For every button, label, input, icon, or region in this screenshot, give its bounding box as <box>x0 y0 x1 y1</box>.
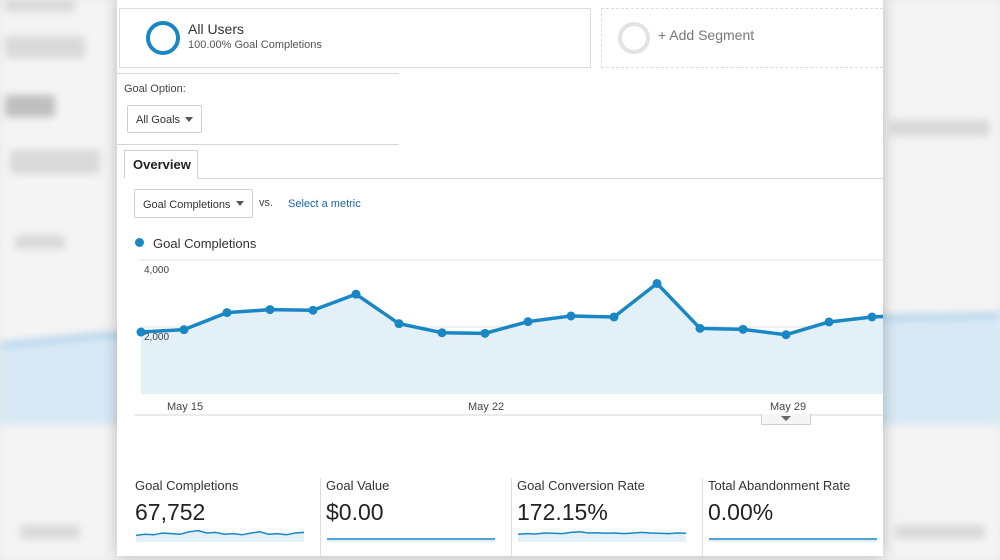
legend-label: Goal Completions <box>153 236 257 251</box>
divider <box>117 73 399 74</box>
x-tick-label: May 22 <box>468 401 504 413</box>
bg-block <box>5 0 75 12</box>
goal-option-label: Goal Option: <box>124 83 186 95</box>
scorecard-value: 0.00% <box>708 499 774 525</box>
card-divider <box>320 478 321 556</box>
x-tick-label: May 29 <box>770 401 806 413</box>
bg-block <box>5 36 85 58</box>
data-point[interactable] <box>652 278 662 288</box>
sparkline-area <box>518 531 686 542</box>
data-point[interactable] <box>738 324 748 334</box>
sparkline-area <box>136 530 304 542</box>
scorecard-value: 172.15% <box>517 499 608 525</box>
segment-name: All Users <box>188 21 245 37</box>
data-point[interactable] <box>308 305 318 315</box>
scorecard-goal-value[interactable]: Goal Value $0.00 <box>320 478 506 556</box>
segment-donut-icon <box>146 21 180 55</box>
data-point[interactable] <box>437 328 447 338</box>
bg-block <box>5 95 55 117</box>
data-point[interactable] <box>609 312 619 322</box>
goal-option-value: All Goals <box>136 114 181 126</box>
scorecard-value: $0.00 <box>326 499 384 525</box>
scorecard-goal-conversion-rate[interactable]: Goal Conversion Rate 172.15% <box>511 478 697 556</box>
segment-all-users[interactable]: All Users 100.00% Goal Completions <box>119 8 591 68</box>
chart-collapse-toggle[interactable] <box>761 414 811 425</box>
sparkline-line <box>135 529 305 537</box>
scorecard-goal-completions[interactable]: Goal Completions 67,752 <box>135 478 315 556</box>
divider <box>117 144 399 145</box>
scorecard-sparkline <box>709 538 877 542</box>
x-tick-label: May 15 <box>167 401 203 413</box>
scorecard-sparkline <box>517 531 687 542</box>
bg-block <box>15 235 65 249</box>
data-point[interactable] <box>824 317 834 327</box>
data-point[interactable] <box>394 319 404 329</box>
metric-dropdown-value: Goal Completions <box>143 199 231 211</box>
scorecard-total-abandonment-rate[interactable]: Total Abandonment Rate 0.00% <box>702 478 883 556</box>
sparkline-line <box>517 531 687 535</box>
caret-down-icon <box>781 416 791 421</box>
scorecard-label: Goal Conversion Rate <box>517 478 645 493</box>
card-divider <box>511 478 512 556</box>
legend-dot <box>135 238 144 247</box>
select-metric-link[interactable]: Select a metric <box>288 198 361 210</box>
scorecard-sparkline <box>327 538 495 542</box>
data-point[interactable] <box>222 308 232 318</box>
metric-dropdown[interactable]: Goal Completions <box>134 189 253 218</box>
tab-baseline <box>198 178 883 179</box>
y-tick-label: 4,000 <box>144 265 169 276</box>
goal-option-dropdown[interactable]: All Goals <box>127 105 202 133</box>
segment-subtitle: 100.00% Goal Completions <box>188 39 322 51</box>
data-point[interactable] <box>265 305 275 315</box>
data-point[interactable] <box>480 328 490 338</box>
empty-segment-circle-icon <box>618 22 650 54</box>
data-point[interactable] <box>351 289 361 299</box>
add-segment-button[interactable]: + Add Segment <box>601 8 883 68</box>
card-divider <box>702 478 703 556</box>
y-tick-label: 2,000 <box>144 332 169 343</box>
scorecard-label: Goal Completions <box>135 478 239 493</box>
scorecard-sparkline <box>135 529 305 542</box>
caret-down-icon <box>236 201 244 206</box>
data-point[interactable] <box>523 317 533 327</box>
bg-block <box>890 120 990 136</box>
data-point[interactable] <box>179 325 189 335</box>
bg-block <box>20 525 80 539</box>
scorecard-label: Goal Value <box>326 478 390 493</box>
add-segment-label: + Add Segment <box>658 27 755 43</box>
data-point[interactable] <box>695 323 705 333</box>
data-point[interactable] <box>566 311 576 321</box>
scorecard-value: 67,752 <box>135 499 206 525</box>
bg-block <box>10 150 100 174</box>
goals-overview-panel: All Users 100.00% Goal Completions + Add… <box>117 0 883 556</box>
scorecard-label: Total Abandonment Rate <box>708 478 851 493</box>
data-point[interactable] <box>867 312 877 322</box>
bg-block <box>895 525 985 539</box>
series-area <box>141 283 883 394</box>
goal-completions-chart[interactable]: 4,000 2,000 May 15 May 22 May 29 <box>134 256 883 416</box>
tab-overview[interactable]: Overview <box>124 150 198 179</box>
data-point[interactable] <box>781 330 791 340</box>
vs-label: vs. <box>259 197 274 209</box>
data-point[interactable] <box>136 327 146 337</box>
caret-down-icon <box>185 117 193 122</box>
